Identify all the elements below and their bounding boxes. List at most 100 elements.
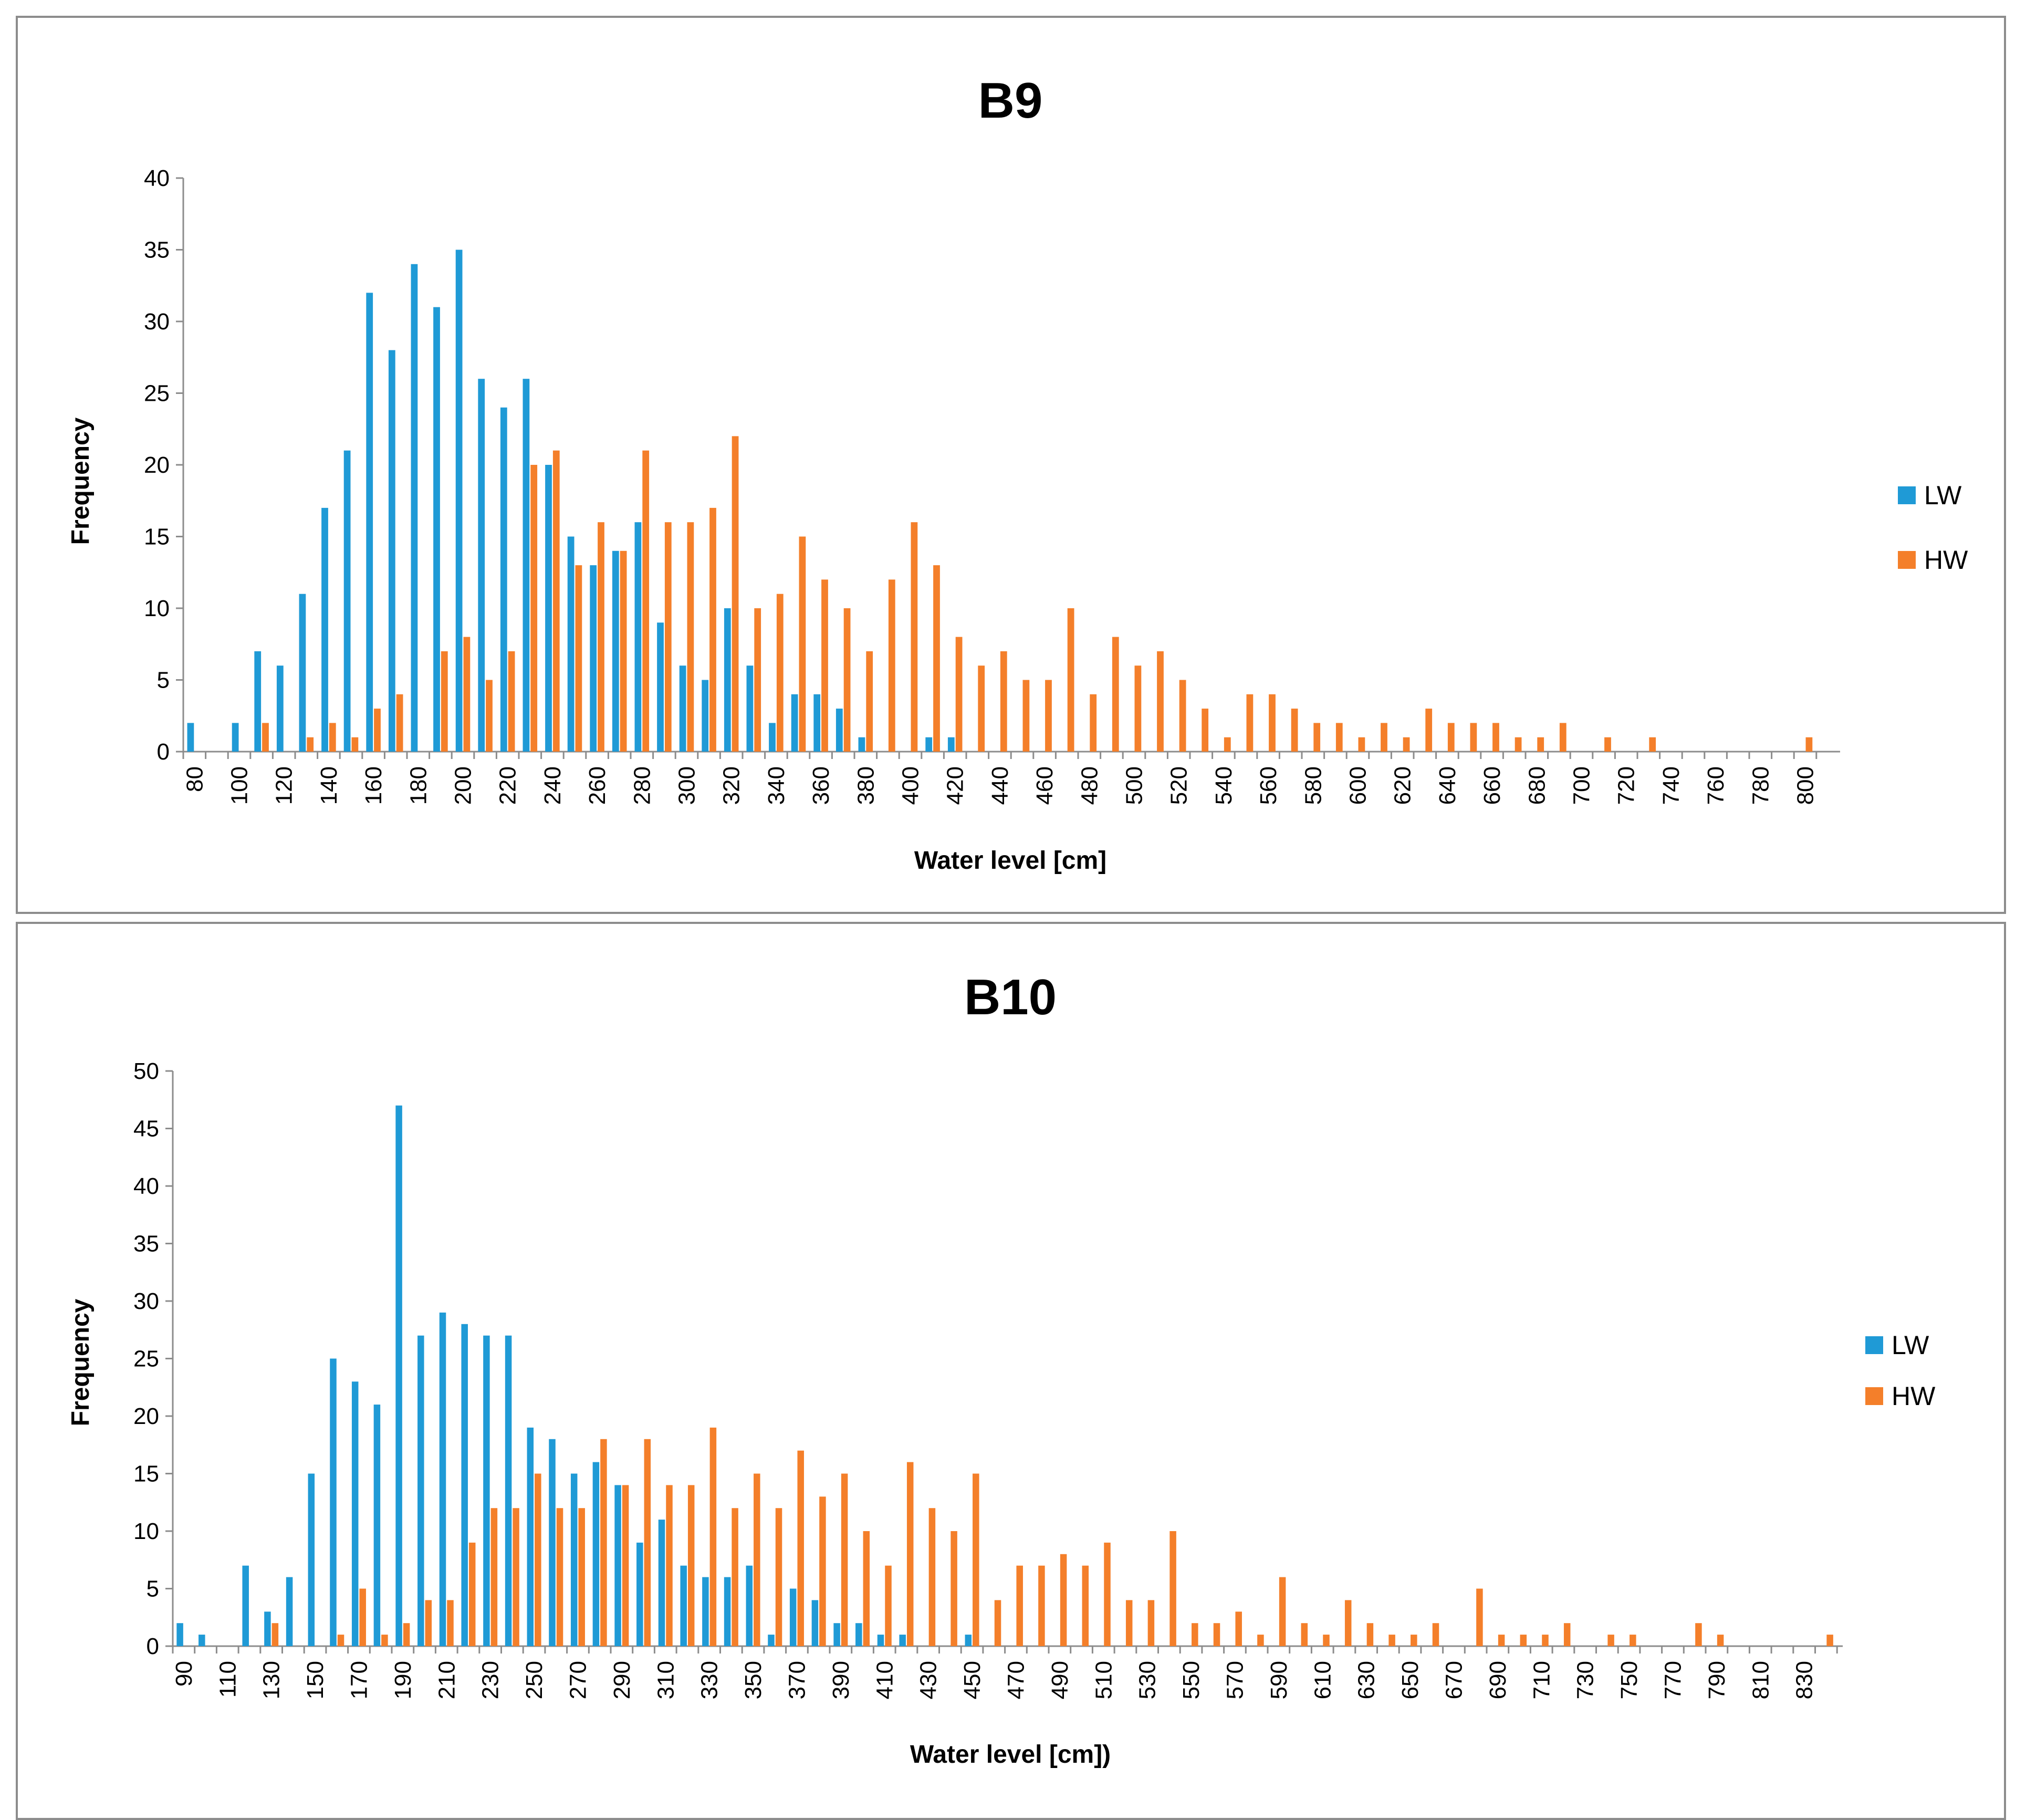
bar-lw bbox=[199, 1635, 205, 1646]
x-tick-label: 250 bbox=[521, 1661, 547, 1699]
x-tick-label: 400 bbox=[898, 766, 924, 805]
y-tick-label: 10 bbox=[144, 596, 170, 621]
bar-hw bbox=[664, 522, 672, 752]
x-tick-label: 520 bbox=[1166, 766, 1192, 805]
y-tick-label: 25 bbox=[144, 381, 170, 407]
x-tick-label: 340 bbox=[764, 766, 789, 805]
bar-lw bbox=[411, 264, 418, 752]
bar-hw bbox=[1520, 1635, 1527, 1646]
bar-lw bbox=[811, 1600, 819, 1646]
bar-hw bbox=[1411, 1635, 1417, 1646]
bar-lw bbox=[187, 723, 194, 752]
x-tick-label: 610 bbox=[1310, 1661, 1335, 1699]
bar-hw bbox=[1515, 737, 1522, 752]
bar-hw bbox=[1147, 1600, 1155, 1646]
bar-hw bbox=[578, 1508, 585, 1646]
bar-lw bbox=[612, 550, 619, 752]
x-tick-label: 360 bbox=[808, 766, 834, 805]
bar-lw bbox=[679, 665, 686, 752]
bar-hw bbox=[666, 1485, 673, 1646]
x-tick-label: 110 bbox=[215, 1661, 241, 1698]
bar-hw bbox=[642, 450, 650, 752]
x-tick-label: 500 bbox=[1122, 766, 1147, 805]
x-tick-label: 270 bbox=[565, 1661, 591, 1699]
bar-hw bbox=[819, 1496, 826, 1646]
bar-hw bbox=[732, 436, 739, 752]
bar-lw bbox=[527, 1427, 534, 1646]
bar-lw bbox=[461, 1324, 468, 1646]
bar-hw bbox=[552, 450, 560, 752]
bar-hw bbox=[1826, 1635, 1833, 1646]
bar-lw bbox=[417, 1335, 424, 1646]
bar-hw bbox=[1604, 737, 1611, 752]
bar-lw bbox=[858, 737, 865, 752]
bar-lw bbox=[590, 565, 597, 752]
x-tick-label: 690 bbox=[1485, 1661, 1511, 1699]
bar-hw bbox=[951, 1531, 957, 1646]
bar-hw bbox=[374, 709, 381, 752]
x-tick-label: 470 bbox=[1003, 1661, 1029, 1699]
x-tick-label: 450 bbox=[959, 1661, 985, 1699]
bar-lw bbox=[925, 737, 933, 752]
chart-title: B9 bbox=[978, 72, 1043, 129]
bar-hw bbox=[1432, 1623, 1439, 1646]
bar-hw bbox=[821, 579, 828, 752]
bar-hw bbox=[1134, 665, 1142, 752]
bar-hw bbox=[1563, 1623, 1571, 1646]
x-tick-label: 380 bbox=[853, 766, 879, 805]
y-tick-label: 20 bbox=[133, 1403, 159, 1429]
bar-hw bbox=[463, 637, 471, 752]
bar-hw bbox=[1169, 1531, 1176, 1646]
bar-hw bbox=[1470, 723, 1477, 752]
bar-hw bbox=[687, 1485, 695, 1646]
bar-hw bbox=[1649, 737, 1656, 752]
bar-hw bbox=[885, 1565, 892, 1646]
x-tick-label: 480 bbox=[1077, 766, 1102, 805]
bar-lw bbox=[276, 665, 284, 752]
bar-hw bbox=[1366, 1623, 1374, 1646]
x-tick-label: 720 bbox=[1614, 766, 1639, 805]
x-tick-label: 530 bbox=[1135, 1661, 1161, 1699]
x-tick-label: 420 bbox=[943, 766, 968, 805]
bar-lw bbox=[505, 1335, 512, 1646]
bar-hw bbox=[1067, 608, 1074, 752]
x-tick-label: 210 bbox=[434, 1661, 459, 1699]
x-tick-label: 640 bbox=[1435, 766, 1460, 805]
bar-hw bbox=[1224, 737, 1231, 752]
y-axis-title: Frequency bbox=[67, 417, 95, 545]
y-tick-label: 25 bbox=[133, 1346, 159, 1372]
bar-hw bbox=[841, 1473, 848, 1646]
bar-lw bbox=[321, 507, 328, 752]
bar-hw bbox=[262, 723, 269, 752]
x-tick-label: 700 bbox=[1569, 766, 1595, 805]
x-tick-label: 730 bbox=[1573, 1661, 1599, 1699]
bar-hw bbox=[447, 1600, 454, 1646]
x-tick-label: 790 bbox=[1704, 1661, 1730, 1699]
x-tick-label: 130 bbox=[259, 1661, 285, 1699]
bar-hw bbox=[709, 507, 716, 752]
bar-hw bbox=[1213, 1623, 1220, 1646]
bar-hw bbox=[1447, 723, 1455, 752]
x-tick-label: 590 bbox=[1266, 1661, 1292, 1699]
bar-lw bbox=[634, 522, 642, 752]
bar-hw bbox=[1381, 723, 1387, 752]
bar-hw bbox=[620, 550, 627, 752]
x-tick-label: 100 bbox=[227, 766, 253, 805]
bar-hw bbox=[403, 1623, 410, 1646]
bar-hw bbox=[799, 536, 806, 752]
bar-hw bbox=[600, 1439, 607, 1646]
legend-swatch-hw bbox=[1898, 551, 1916, 569]
bar-hw bbox=[535, 1473, 541, 1646]
bar-hw bbox=[955, 637, 963, 752]
bar-hw bbox=[530, 465, 538, 752]
bar-hw bbox=[1104, 1542, 1111, 1646]
bar-hw bbox=[1090, 694, 1097, 752]
bar-lw bbox=[836, 709, 843, 752]
bar-lw bbox=[439, 1312, 446, 1646]
bar-lw bbox=[791, 694, 798, 752]
bar-hw bbox=[1279, 1577, 1286, 1646]
bar-lw bbox=[768, 1635, 775, 1646]
bar-hw bbox=[381, 1635, 388, 1646]
bar-hw bbox=[1192, 1623, 1198, 1646]
bar-lw bbox=[242, 1565, 249, 1646]
